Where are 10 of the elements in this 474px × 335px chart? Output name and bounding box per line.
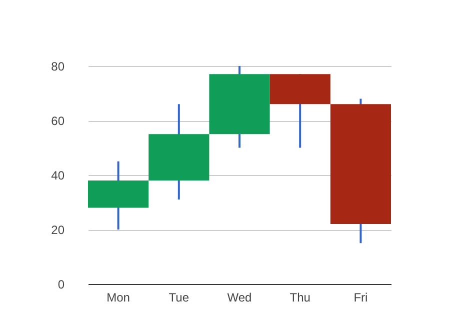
y-tick-label: 40 [51,168,65,182]
y-tick-label: 0 [58,278,65,292]
x-tick-label: Thu [290,290,310,304]
y-tick-label: 20 [51,223,65,237]
x-tick-label: Tue [168,290,190,304]
x-tick-label: Mon [106,290,130,304]
x-tick-label: Fri [354,290,368,304]
x-tick-label: Wed [227,290,252,304]
y-tick-label: 80 [51,60,65,74]
y-tick-label: 60 [51,114,65,128]
